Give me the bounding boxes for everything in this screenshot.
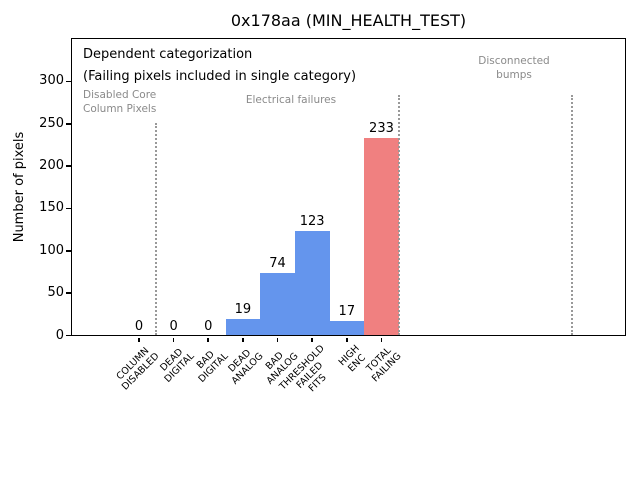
x-axis-tick	[207, 337, 210, 342]
annotation-heading-line-1: Dependent categorization	[83, 47, 253, 62]
x-axis-tick	[380, 337, 383, 342]
y-tick-label: 100	[39, 242, 64, 258]
separator-dotted-line	[155, 123, 158, 335]
bar-value-label: 123	[299, 214, 325, 230]
y-axis-tick	[66, 207, 71, 210]
bar-value-label: 17	[338, 304, 356, 320]
bar	[364, 138, 399, 336]
separator-dotted-line	[397, 95, 400, 335]
y-axis-tick	[66, 122, 71, 125]
bar-value-label: 233	[369, 121, 394, 137]
x-axis-tick	[276, 337, 279, 342]
bar-value-label: 74	[269, 255, 286, 271]
y-tick-label: 250	[39, 115, 64, 131]
x-axis-tick	[172, 337, 175, 342]
y-axis-tick	[66, 250, 71, 252]
bar-value-label: 0	[169, 318, 178, 334]
annotation-heading-line-2: (Failing pixels included in single categ…	[83, 69, 357, 84]
x-axis-tick	[346, 337, 348, 342]
y-axis-tick	[66, 165, 71, 167]
bar-value-label: 0	[134, 318, 144, 334]
plot-area	[71, 38, 626, 336]
x-axis-tick	[138, 337, 140, 342]
bar-value-label: 19	[234, 302, 252, 318]
x-axis-tick	[242, 337, 244, 342]
y-tick-label: 50	[47, 285, 64, 301]
y-tick-label: 200	[39, 158, 64, 174]
bar	[260, 272, 295, 336]
bar	[225, 319, 261, 336]
bar-value-label: 0	[204, 318, 213, 334]
y-tick-label: 300	[39, 73, 64, 89]
y-tick-label: 0	[55, 327, 64, 343]
bar	[329, 321, 365, 336]
bar	[294, 231, 330, 336]
x-axis-tick	[311, 337, 313, 342]
region-label: Disconnected bumps	[478, 55, 550, 81]
y-axis-tick	[66, 292, 71, 294]
separator-dotted-line	[571, 95, 573, 335]
y-axis-tick	[66, 334, 71, 337]
region-label: Electrical failures	[245, 94, 337, 106]
y-tick-label: 150	[39, 200, 64, 216]
chart-title: 0x178aa (MIN_HEALTH_TEST)	[230, 11, 467, 30]
region-label: Disabled Core Column Pixels	[83, 89, 157, 115]
y-axis-tick	[66, 80, 71, 83]
